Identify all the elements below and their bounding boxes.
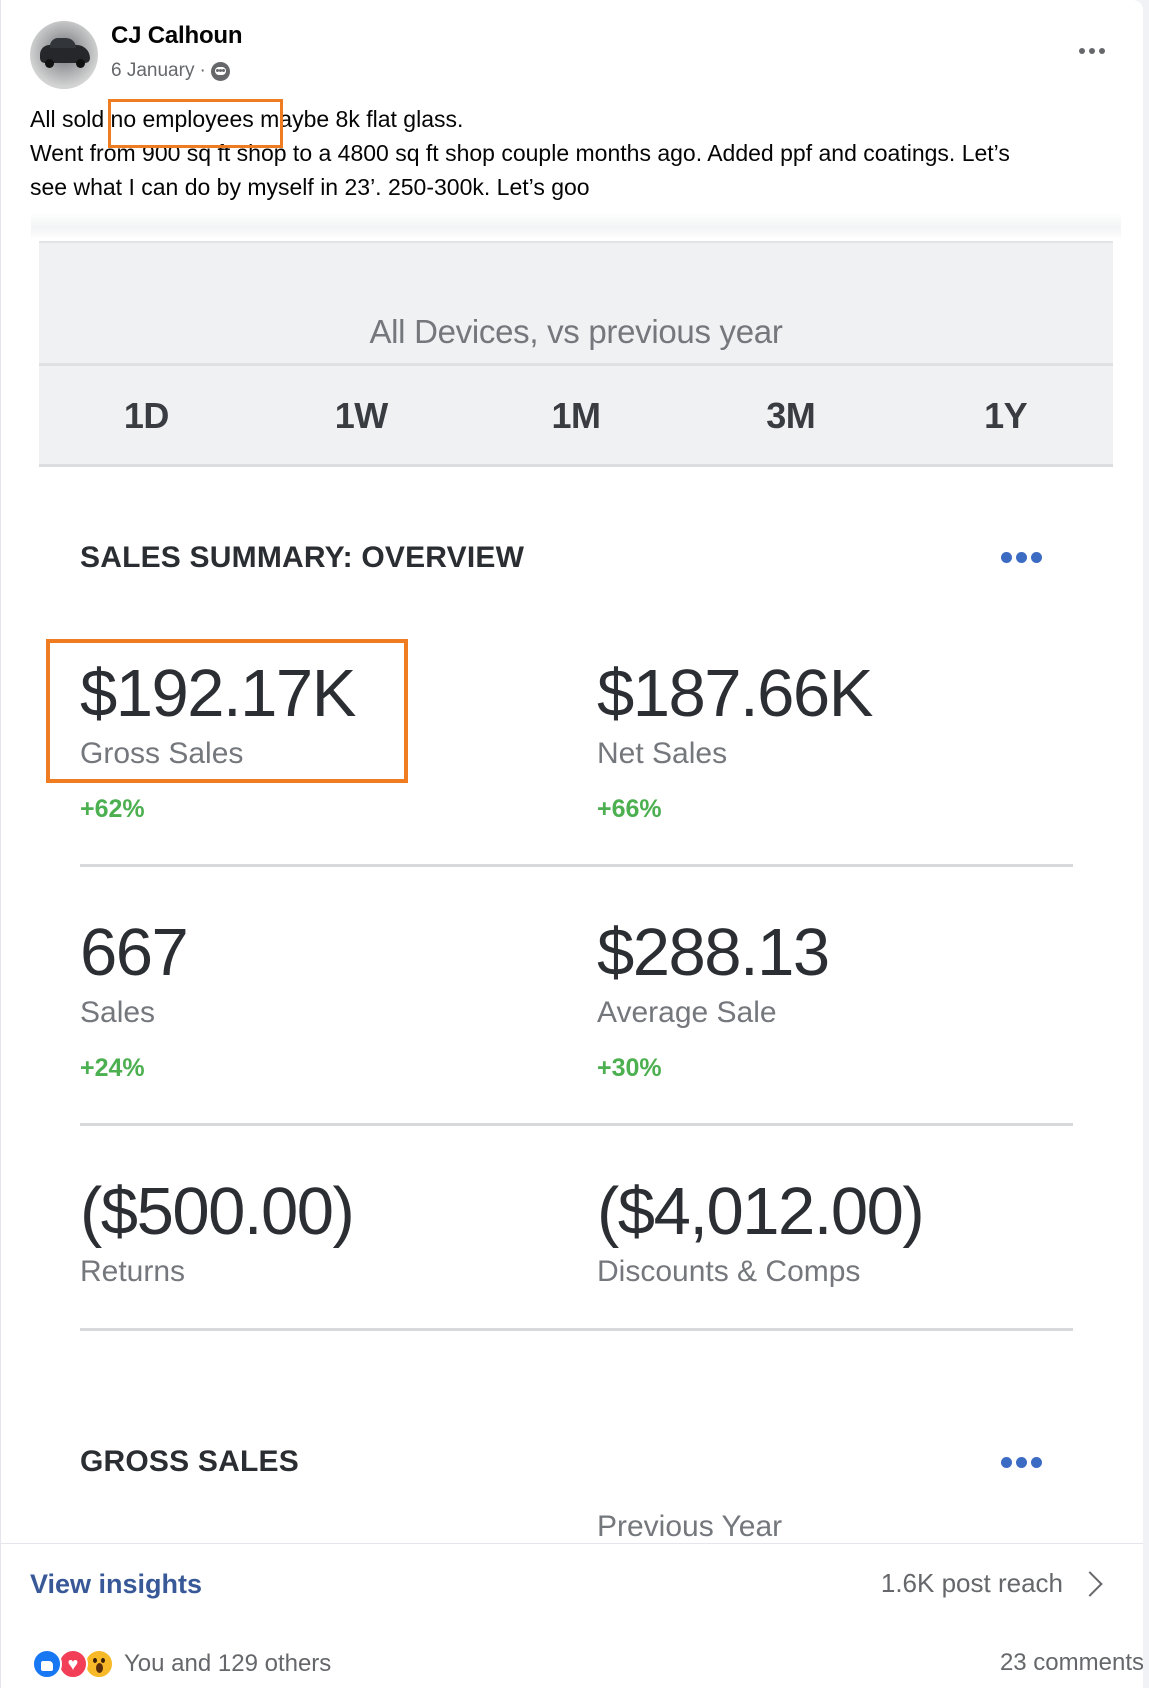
post-options-button[interactable]: [1075, 40, 1109, 62]
meta-separator: ·: [199, 60, 206, 81]
stat-net-sales: $187.66K Net Sales +66%: [597, 656, 873, 824]
tab-1y[interactable]: 1Y: [984, 395, 1028, 436]
stat-change: +30%: [597, 1054, 662, 1082]
globe-icon[interactable]: [210, 61, 230, 81]
dot: [1016, 1456, 1027, 1468]
stat-label: Sales: [80, 996, 156, 1029]
post-body: All sold no employees maybe 8k flat glas…: [30, 102, 1120, 204]
stat-label: Net Sales: [597, 737, 728, 770]
post-line-2: Went from 900 sq ft shop to a 4800 sq ft…: [30, 140, 1010, 166]
stat-change: +62%: [80, 795, 145, 823]
post-date[interactable]: 6 January: [111, 60, 195, 81]
previous-year-label: Previous Year: [597, 1510, 783, 1543]
device-filter-label[interactable]: All Devices, vs previous year: [369, 313, 783, 350]
post-line-1: All sold no employees maybe 8k flat glas…: [30, 106, 464, 132]
tab-1m[interactable]: 1M: [551, 395, 601, 436]
sales-summary-header: SALES SUMMARY: OVERVIEW: [80, 541, 525, 574]
summary-more-button[interactable]: [1001, 550, 1045, 564]
chevron-right-icon: [1077, 1570, 1103, 1597]
view-insights-link[interactable]: View insights: [30, 1569, 203, 1599]
comments-count-link[interactable]: 23 comments: [999, 1649, 1143, 1676]
stat-average-sale: $288.13 Average Sale +30%: [597, 915, 830, 1083]
dot: [1031, 1456, 1042, 1468]
dot: [1016, 551, 1027, 563]
stat-discounts-comps: ($4,012.00) Discounts & Comps: [597, 1174, 925, 1289]
divider: [80, 1123, 1073, 1126]
stat-value: $187.66K: [597, 656, 873, 731]
stat-label: Gross Sales: [80, 737, 244, 770]
wow-reaction-icon: [84, 1649, 114, 1679]
divider: [80, 864, 1073, 867]
stat-value: 667: [80, 915, 189, 990]
post-line-3: see what I can do by myself in 23’. 250-…: [30, 174, 590, 200]
more-horizontal-icon: [1001, 1456, 1012, 1468]
stat-change: +66%: [597, 795, 662, 823]
car-image: [40, 38, 90, 63]
tab-1w[interactable]: 1W: [334, 395, 388, 436]
dot: [1031, 551, 1042, 563]
stat-value: $288.13: [597, 915, 830, 990]
reactions-text: You and 129 others: [124, 1650, 332, 1677]
stat-label: Average Sale: [597, 996, 777, 1029]
range-tabs: 1D 1W 1M 3M 1Y: [39, 366, 1113, 466]
post-meta: 6 January ·: [111, 60, 230, 82]
reactions-summary[interactable]: You and 129 others: [32, 1649, 331, 1679]
dot: [1089, 48, 1095, 54]
love-reaction-icon: [58, 1649, 88, 1679]
tab-3m[interactable]: 3M: [766, 395, 816, 436]
annotation-highlight-gross-sales: [46, 639, 408, 783]
stat-change: +24%: [80, 1054, 145, 1082]
stat-returns: ($500.00) Returns: [80, 1174, 355, 1289]
more-horizontal-icon: [1001, 551, 1012, 563]
car-wheel: [45, 59, 54, 68]
car-wheel: [76, 59, 85, 68]
gross-sales-more-button[interactable]: [1001, 1455, 1045, 1469]
author-name[interactable]: CJ Calhoun: [111, 22, 243, 49]
tab-1d[interactable]: 1D: [123, 395, 170, 436]
post-footer: View insights 1.6K post reach You and 12…: [1, 1543, 1143, 1688]
stat-label: Discounts & Comps: [597, 1255, 861, 1288]
stat-value: ($4,012.00): [597, 1174, 925, 1249]
stat-sales-count: 667 Sales +24%: [80, 915, 189, 1083]
stat-value: $192.17K: [80, 656, 356, 731]
divider: [39, 363, 1113, 366]
dot: [1099, 48, 1105, 54]
more-horizontal-icon: [1079, 48, 1085, 54]
post-reach-button[interactable]: 1.6K post reach: [880, 1568, 1103, 1599]
stat-label: Returns: [80, 1255, 186, 1288]
like-reaction-icon: [32, 1649, 62, 1679]
author-avatar[interactable]: [30, 21, 98, 89]
annotation-highlight-no-employees: [108, 99, 283, 148]
device-filter-panel: All Devices, vs previous year 1D 1W 1M 3…: [39, 241, 1113, 467]
stat-value: ($500.00): [80, 1174, 355, 1249]
embed-top-shadow: [31, 212, 1121, 240]
gross-sales-header: GROSS SALES: [80, 1445, 299, 1478]
divider: [80, 1328, 1073, 1331]
stat-gross-sales: $192.17K Gross Sales +62%: [80, 656, 356, 824]
post-reach-text: 1.6K post reach: [880, 1568, 1063, 1598]
